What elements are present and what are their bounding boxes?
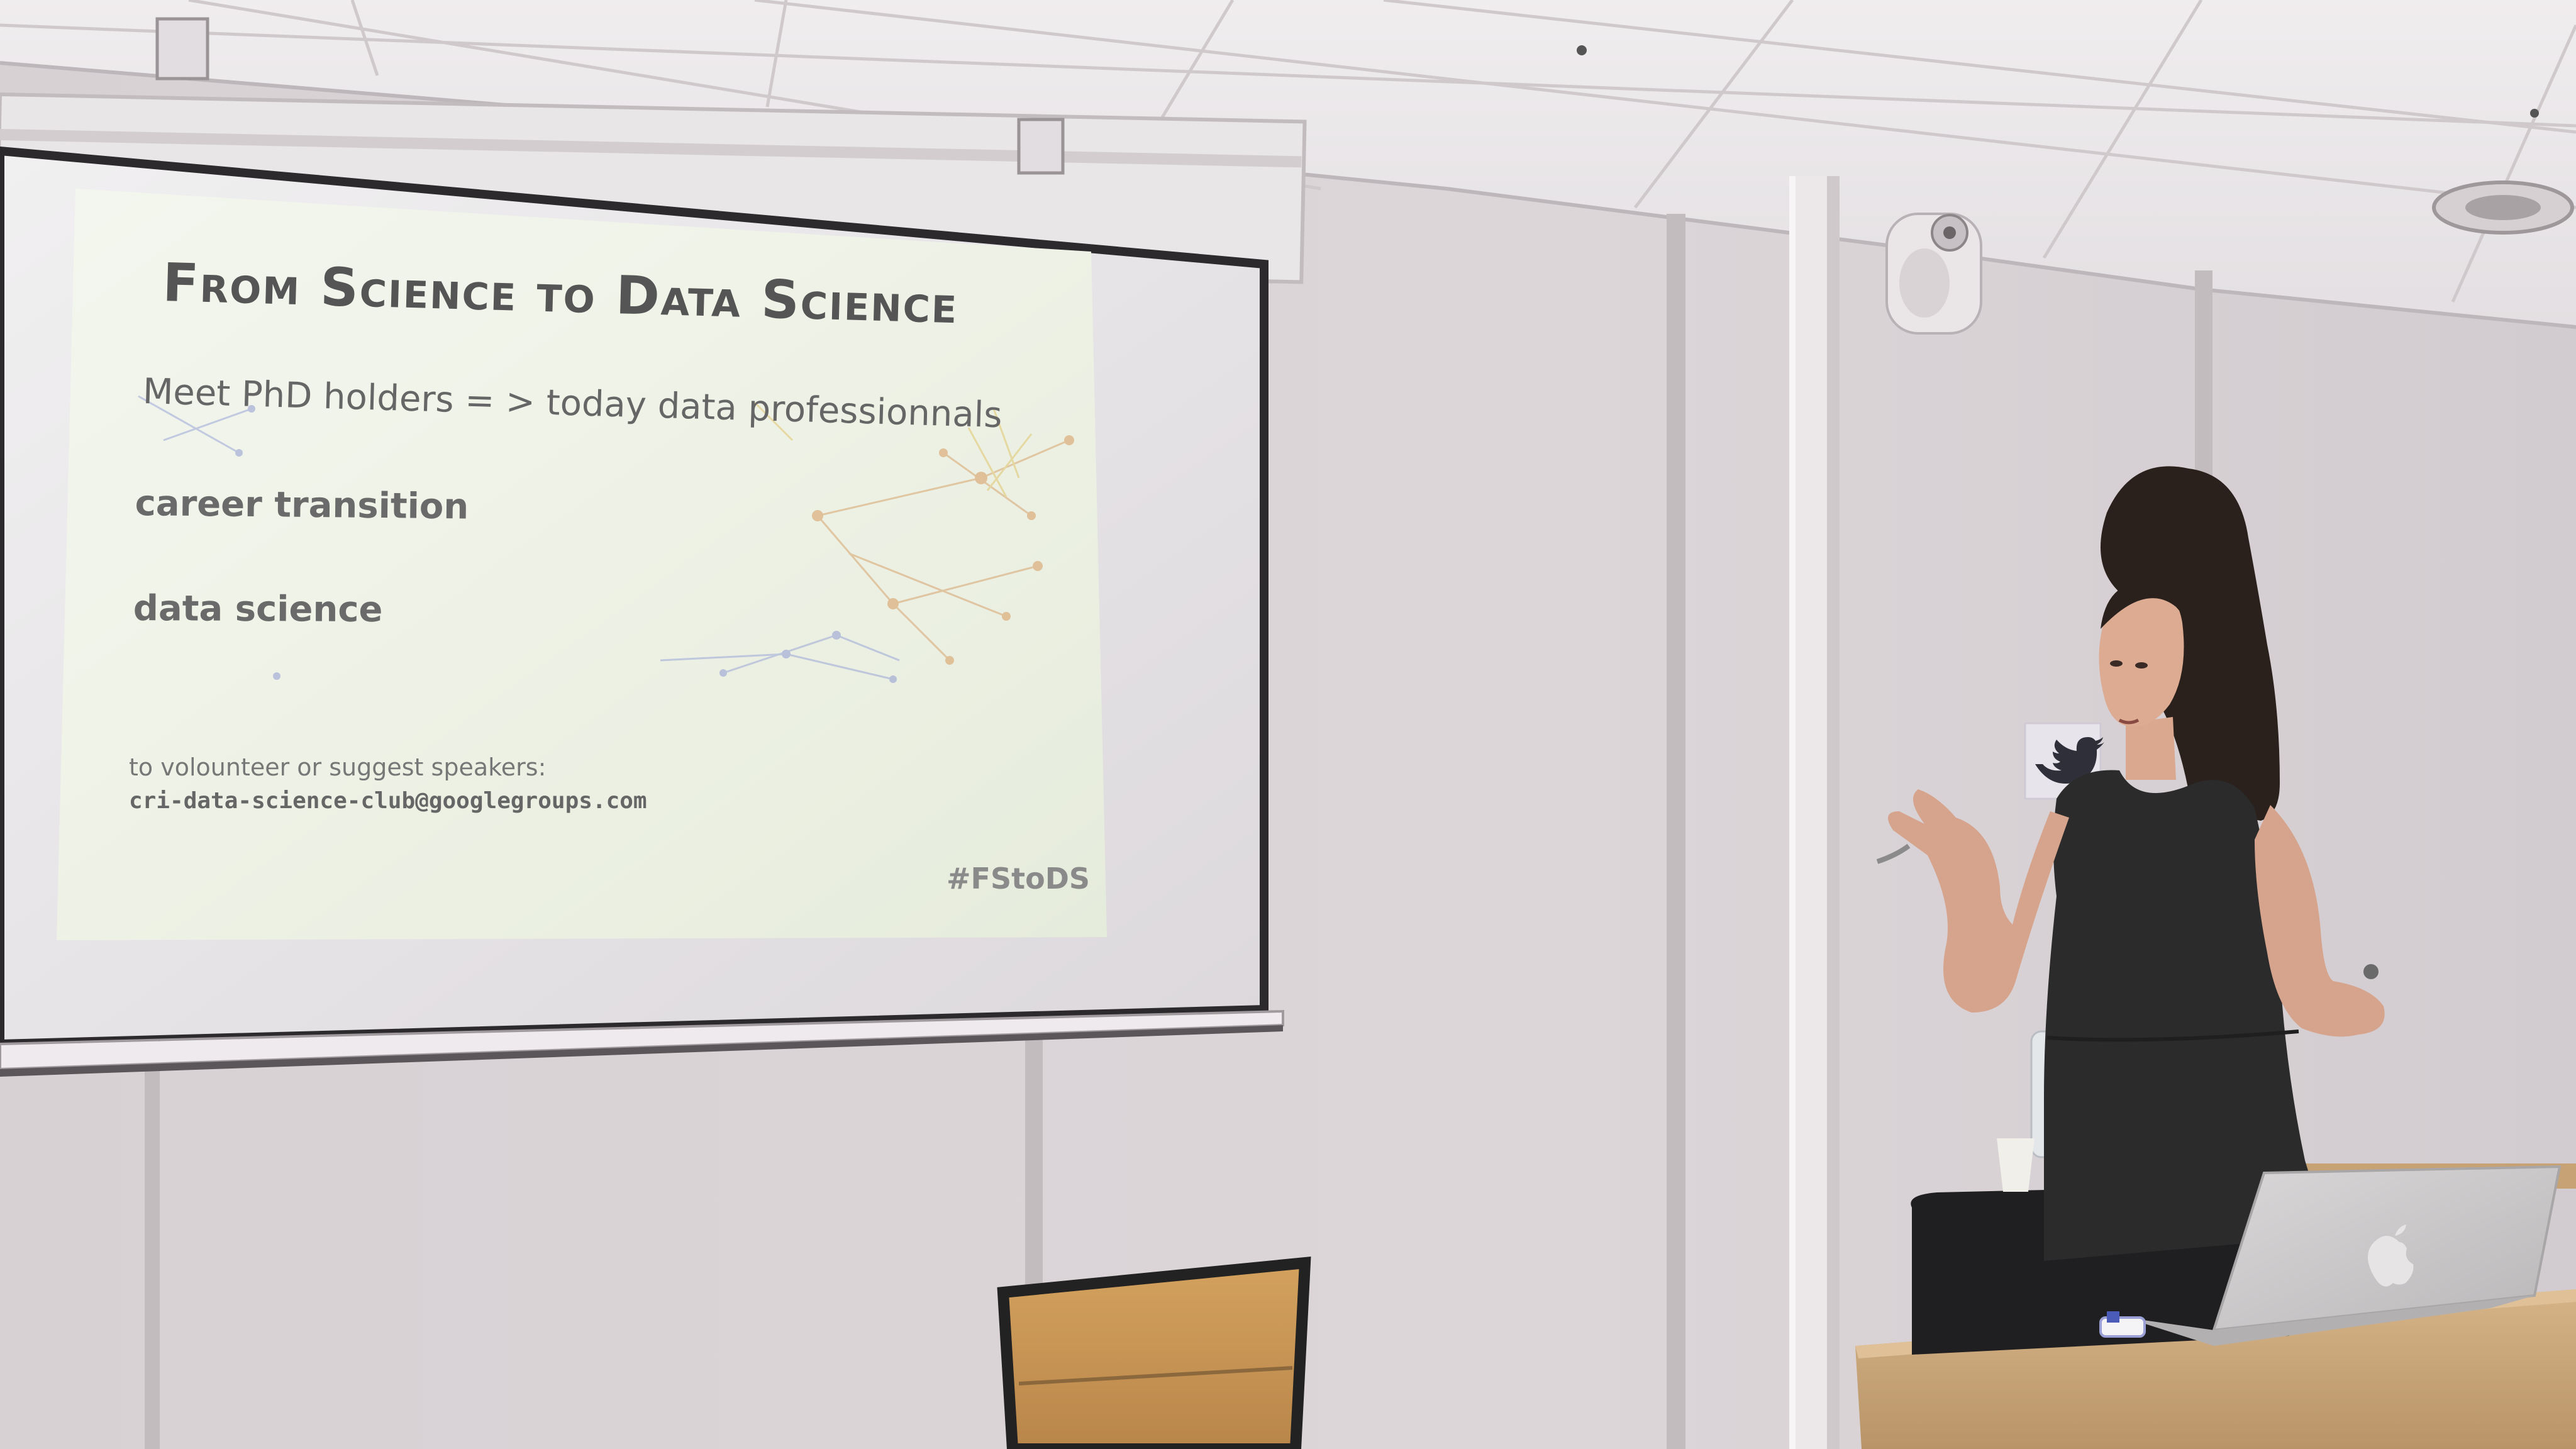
- slide-contact-label: to volounteer or suggest speakers:: [129, 753, 547, 781]
- apple-logo-icon: [2368, 1224, 2414, 1287]
- twitter-bird-icon: [2035, 737, 2104, 784]
- slide-contact-email: cri-data-science-club@googlegroups.com: [129, 788, 647, 814]
- slide-hashtag: #FStoDS: [947, 862, 1091, 896]
- slide-bullet-career-transition: career transition: [135, 483, 469, 528]
- speaker-icon: [1885, 213, 1982, 335]
- slide-bullet-data-science: data science: [133, 588, 383, 631]
